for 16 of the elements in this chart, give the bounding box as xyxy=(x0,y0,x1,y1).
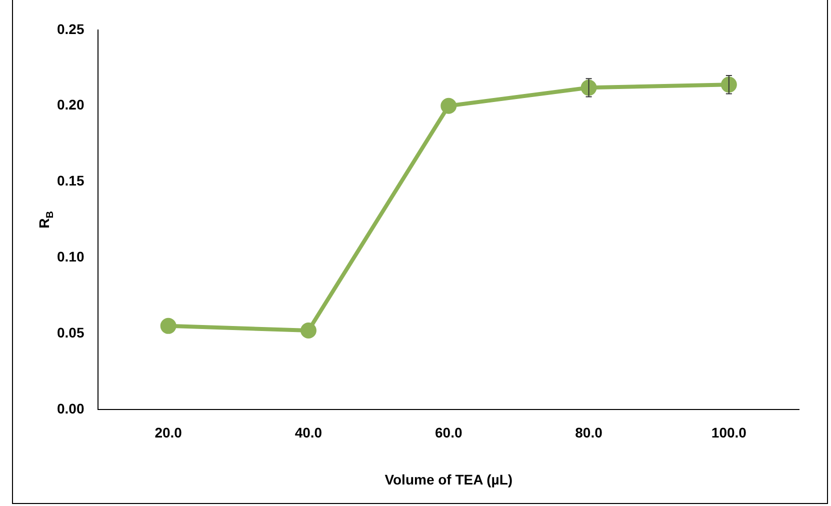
y-tick-label: 0.15 xyxy=(57,172,84,189)
x-tick-label: 100.0 xyxy=(711,424,747,441)
x-tick-label: 60.0 xyxy=(435,424,462,441)
y-tick-label: 0.25 xyxy=(57,20,84,37)
point xyxy=(300,322,316,338)
y-tick-label: 0.00 xyxy=(57,400,84,416)
x-tick-label: 80.0 xyxy=(575,424,603,441)
y-tick-label: 0.05 xyxy=(57,324,84,340)
point xyxy=(160,318,176,334)
point xyxy=(440,98,457,114)
x-axis-title: Volume of TEA (µL) xyxy=(384,471,513,488)
x-tick-label: 40.0 xyxy=(294,424,322,441)
y-tick-label: 0.10 xyxy=(57,248,84,264)
y-axis-title: RB xyxy=(36,211,56,228)
x-tick-label: 20.0 xyxy=(154,424,182,441)
y-tick-label: 0.20 xyxy=(57,96,84,113)
